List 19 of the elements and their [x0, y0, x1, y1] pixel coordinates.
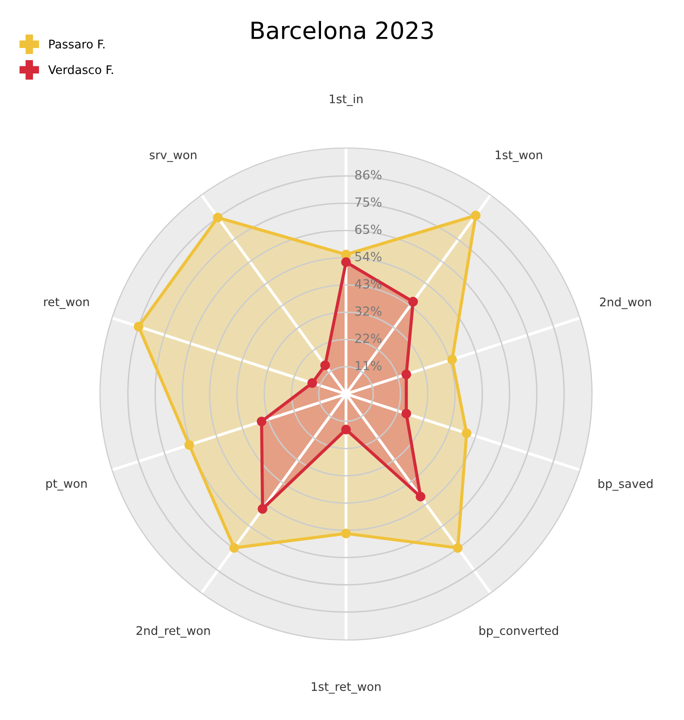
y-tick-label: 86%: [355, 170, 382, 180]
spoke-label: 1st_won: [496, 150, 542, 162]
spoke-label: 2nd_ret_won: [136, 626, 210, 638]
y-tick-label: 75%: [355, 197, 382, 207]
spoke-label: ret_won: [44, 298, 89, 309]
spoke-label: 1st_in: [330, 94, 362, 106]
chart-title: Barcelona 2023: [252, 20, 433, 40]
y-tick-label: 54%: [355, 252, 382, 262]
legend-label: Verdasco F.: [48, 65, 113, 74]
y-tick-label: 22%: [355, 334, 382, 344]
spoke-label: bp_saved: [598, 478, 652, 491]
legend-label: Passaro F.: [49, 40, 104, 49]
spoke-label: bp_converted: [480, 626, 558, 638]
spoke-label: pt_won: [46, 479, 87, 491]
spoke-label: srv_won: [150, 152, 196, 162]
y-tick-label: 32%: [355, 306, 382, 316]
spoke-label: 2nd_won: [600, 297, 651, 310]
y-tick-label: 65%: [355, 224, 382, 234]
spoke-label: 1st_ret_won: [312, 682, 380, 694]
